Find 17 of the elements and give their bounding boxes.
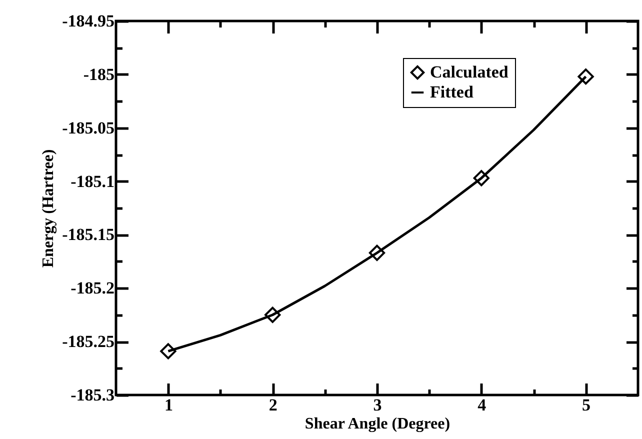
legend-label: Fitted [430,82,474,102]
y-tick-label: -185.15 [62,225,114,244]
y-axis-title: Energy (Hartree) [40,149,58,268]
y-tick-label: -185.3 [70,386,114,404]
x-axis-title: Shear Angle (Degree) [304,416,450,432]
y-tick-label: -185 [83,64,114,84]
y-tick-label: -184.95 [62,12,114,30]
x-tick-label: 2 [268,396,278,414]
legend-label: Calculated [430,62,509,82]
y-tick-label: -185.1 [70,172,114,191]
x-tick-label: 3 [373,396,382,414]
y-tick-label: -185.2 [70,278,114,298]
y-tick-label: -185.05 [62,118,114,138]
x-tick-label: 5 [582,396,591,414]
x-tick-label: 4 [478,396,487,414]
y-tick-label: -185.25 [62,332,114,352]
x-tick-label: 1 [164,396,173,414]
